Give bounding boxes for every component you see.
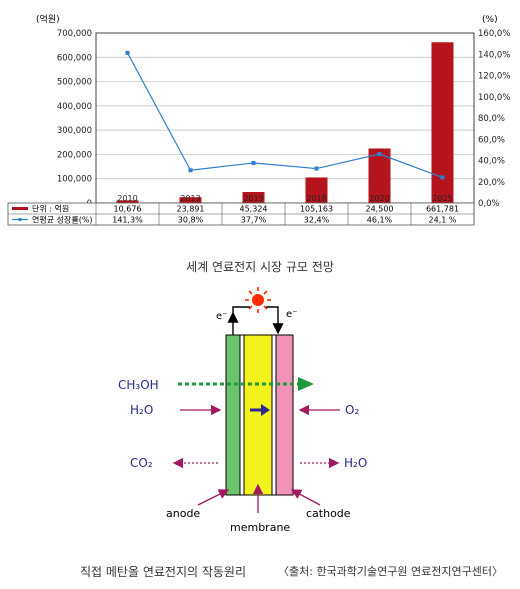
bar-value-label: 45,324 (240, 205, 268, 214)
growth-rate-point-2013 (188, 168, 193, 173)
growth-rate-point-2015 (251, 160, 256, 165)
cathode-label: cathode (306, 507, 351, 520)
left-axis-unit: (억원) (36, 13, 60, 25)
right-axis-tick-label: 20,0% (478, 178, 505, 188)
proton-arrow-head (261, 404, 270, 416)
anode-pointer (197, 489, 230, 506)
methanol-label: CH₃OH (118, 378, 159, 392)
right-axis-tick-label: 120,0% (478, 72, 510, 82)
growth-rate-line (126, 52, 443, 178)
x-tick-label: 2010 (117, 194, 137, 203)
legend-bar-label: 단위 : 억원 (32, 204, 69, 214)
growth-rate-value-label: 37,7% (241, 216, 267, 225)
right-axis-unit: (%) (482, 15, 498, 25)
electron-label-right: e⁻ (286, 309, 297, 320)
left-axis-tick-label: 100,000 (57, 175, 92, 185)
anode-layer (225, 334, 241, 496)
growth-rate-value-label: 32,4% (304, 216, 330, 225)
chart-grid (96, 32, 474, 204)
x-tick-label: 2018 (306, 194, 326, 203)
left-axis-tick-label: 600,000 (57, 53, 92, 63)
bar-value-label: 24,500 (366, 205, 394, 214)
co2-label: CO₂ (130, 456, 153, 470)
sun-icon (245, 287, 271, 313)
legend-bar-swatch (12, 207, 28, 210)
external-circuit-wire (232, 306, 279, 335)
x-tick-label: 2013 (180, 194, 200, 203)
diagram-caption: 직접 메탄올 연료전지의 작동원리 (80, 565, 247, 579)
growth-rate-value-label: 24,1 % (429, 216, 457, 225)
water-out-label: H₂O (344, 456, 367, 470)
diagram-source: 〈출처: 한국과학기술연구원 연료전지연구센터〉 (278, 565, 503, 578)
bar-value-label: 23,891 (177, 205, 205, 214)
growth-rate-point-2020 (377, 152, 382, 157)
right-axis-tick-label: 60,0% (478, 135, 505, 145)
right-axis-ticks: 0,0% 20,0% 40,0% 60,0% 80,0% 100,0% 120,0% 140,… (478, 29, 510, 209)
oxygen-label: O₂ (345, 403, 359, 417)
growth-rate-value-label: 46,1% (367, 216, 393, 225)
plot-frame (95, 32, 475, 204)
x-tick-label: 2015 (243, 194, 263, 203)
right-axis-tick-label: 80,0% (478, 114, 505, 124)
right-axis-tick-label: 140,0% (478, 50, 510, 60)
catalyst-left (239, 334, 245, 496)
x-axis-labels: 2010 2013 2015 2018 2020 2025 (117, 194, 452, 203)
membrane-label: membrane (230, 521, 290, 534)
right-axis-tick-label: 40,0% (478, 157, 505, 167)
methanol-arrow-head (298, 377, 314, 391)
growth-rate-value-label: 141,3% (112, 216, 143, 225)
bar-2018 (305, 177, 328, 203)
bar-series (116, 42, 454, 204)
catalyst-right (271, 334, 277, 496)
left-axis-tick-label: 200,000 (57, 150, 92, 160)
bar-2025 (431, 42, 454, 204)
growth-rate-point-2025 (440, 175, 445, 180)
bar-value-label: 661,781 (426, 205, 459, 214)
growth-rate-point-2018 (314, 166, 319, 171)
left-axis-tick-label: 700,000 (57, 29, 92, 39)
right-axis-tick-label: 0,0% (478, 199, 500, 209)
cathode-pointer (290, 489, 321, 506)
left-axis-tick-label: 300,000 (57, 126, 92, 136)
bar-value-label: 10,676 (114, 205, 142, 214)
chart-caption: 세계 연료전지 시장 규모 전망 (186, 260, 334, 274)
x-tick-label: 2025 (432, 194, 452, 203)
anode-label: anode (166, 507, 200, 520)
bar-value-label: 105,163 (300, 205, 333, 214)
water-in-label: H₂O (130, 403, 153, 417)
legend-line-marker (18, 218, 22, 221)
fuel-cell-market-chart: (억원) (%) 0100,000200,000300,000400,00050… (7, 13, 510, 226)
membrane-layer (243, 334, 273, 496)
bar-2015 (242, 191, 265, 203)
electron-label-left: e⁻ (216, 311, 227, 322)
legend-line-label: 연평균 성장률(%) (32, 215, 93, 225)
cathode-layer (275, 334, 294, 496)
growth-rate-point-2010 (125, 50, 130, 55)
fuel-cell-diagram: e⁻ e⁻ CH₃OH H₂O O₂ CO₂ H₂O anode membran… (118, 287, 367, 534)
left-axis-tick-label: 500,000 (57, 78, 92, 88)
left-axis-tick-label: 400,000 (57, 102, 92, 112)
right-axis-tick-label: 100,0% (478, 93, 510, 103)
bar-2020 (368, 148, 391, 203)
left-axis-ticks: 0100,000200,000300,000400,000500,000600,… (57, 29, 92, 209)
x-tick-label: 2020 (369, 194, 389, 203)
bar-2010 (116, 200, 139, 203)
growth-rate-line-series (125, 50, 445, 180)
right-axis-tick-label: 160,0% (478, 29, 510, 39)
bar-2013 (179, 197, 202, 203)
growth-rate-value-label: 30,8% (178, 216, 204, 225)
